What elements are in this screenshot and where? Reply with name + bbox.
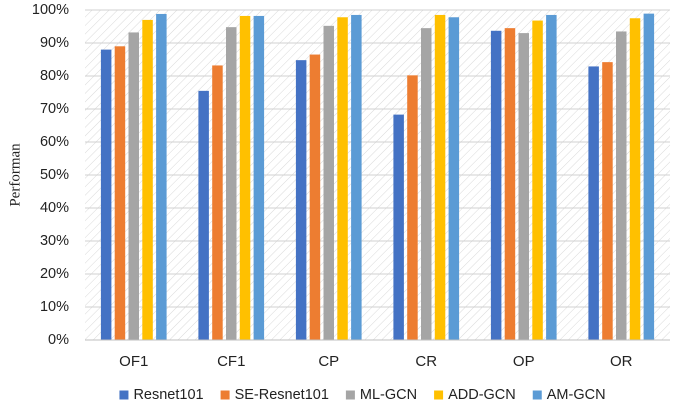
y-tick-label: 20%: [40, 266, 69, 282]
bar-am-gcn-or: [643, 13, 655, 340]
bar-add-gcn-cp: [337, 17, 348, 340]
y-tick-label: 30%: [40, 233, 69, 249]
bar-ml-gcn-of1: [128, 32, 139, 340]
x-tick-label: OR: [610, 353, 633, 370]
bar-am-gcn-cf1: [253, 15, 265, 340]
bar-am-gcn-op: [546, 14, 557, 340]
bar-se-resnet101-or: [602, 62, 613, 340]
bar-ml-gcn-cf1: [226, 27, 237, 340]
y-axis-label: Performan: [7, 143, 23, 207]
x-axis-ticks: OF1 CF1 CP CR OP OR: [119, 353, 633, 370]
bar-resnet101-op: [490, 30, 502, 340]
bar-resnet101-or: [588, 66, 599, 341]
bar-ml-gcn-cr: [421, 28, 432, 341]
y-tick-label: 50%: [40, 167, 69, 183]
bar-am-gcn-cp: [351, 14, 362, 340]
legend-swatch: [532, 390, 542, 400]
bar-se-resnet101-cr: [407, 75, 418, 340]
x-tick-label: OF1: [119, 353, 148, 370]
y-tick-label: 80%: [40, 68, 69, 84]
y-tick-label: 10%: [40, 299, 69, 315]
bar-se-resnet101-of1: [114, 46, 126, 341]
bar-am-gcn-of1: [156, 13, 167, 341]
y-tick-label: 100%: [32, 2, 69, 18]
legend-label: SE-Resnet101: [235, 387, 329, 403]
bar-add-gcn-cr: [434, 14, 446, 340]
legend-label: ML-GCN: [360, 387, 417, 403]
x-tick-label: CF1: [217, 353, 245, 370]
bar-resnet101-cf1: [198, 90, 209, 340]
bar-se-resnet101-cf1: [212, 65, 223, 340]
x-tick-label: OP: [513, 353, 535, 370]
bar-se-resnet101-cp: [309, 54, 321, 341]
legend-label: AM-GCN: [547, 387, 606, 403]
legend-label: Resnet101: [133, 387, 203, 403]
legend-swatch: [220, 390, 230, 400]
y-tick-label: 60%: [40, 134, 69, 150]
legend-swatch: [345, 390, 355, 400]
bar-add-gcn-op: [532, 20, 543, 341]
bar-se-resnet101-op: [504, 28, 516, 341]
bar-am-gcn-cr: [448, 17, 460, 340]
bar-add-gcn-of1: [142, 19, 153, 341]
bar-add-gcn-cf1: [239, 15, 251, 340]
legend-label: ADD-GCN: [448, 387, 516, 403]
y-axis-ticks: 0% 10% 20% 30% 40% 50% 60% 70% 80% 90% 100%: [32, 2, 69, 348]
bar-ml-gcn-op: [518, 33, 529, 340]
bar-add-gcn-or: [629, 18, 641, 340]
y-tick-label: 70%: [40, 101, 69, 117]
legend-swatch: [434, 390, 444, 400]
legend: Resnet101 SE-Resnet101 ML-GCN ADD-GCN AM-GCN: [119, 387, 606, 403]
gridlines: [85, 9, 670, 308]
y-tick-label: 40%: [40, 200, 69, 216]
bar-resnet101-of1: [100, 49, 112, 340]
legend-swatch: [119, 390, 129, 400]
y-tick-label: 90%: [40, 35, 69, 51]
bar-ml-gcn-or: [616, 31, 627, 340]
bar-ml-gcn-cp: [323, 25, 334, 341]
bar-resnet101-cp: [295, 60, 307, 340]
bars: [100, 13, 655, 341]
bar-resnet101-cr: [393, 114, 404, 340]
x-tick-label: CR: [415, 353, 437, 370]
x-tick-label: CP: [318, 353, 339, 370]
y-tick-label: 0%: [48, 332, 69, 348]
